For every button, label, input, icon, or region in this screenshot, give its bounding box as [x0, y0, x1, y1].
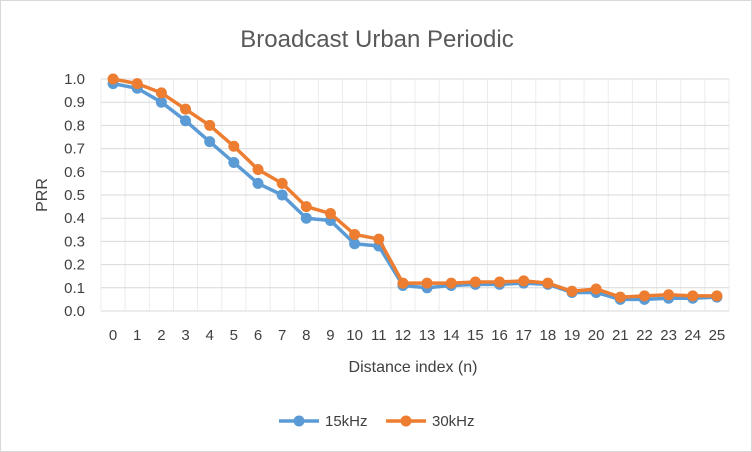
y-axis-ticks: 0.0 0.1 0.2 0.3 0.4 0.5 0.6 0.7 0.8 0.9 1.0 — [64, 71, 85, 320]
data-point-15khz — [349, 238, 361, 250]
x-tick-label: 15 — [467, 327, 484, 344]
x-tick-label: 16 — [491, 327, 508, 344]
data-point-30khz — [590, 283, 602, 295]
x-tick-label: 7 — [278, 327, 286, 344]
legend-item-30khz: 30kHz — [386, 413, 475, 430]
data-point-30khz — [373, 233, 385, 245]
x-tick-label: 9 — [326, 327, 334, 344]
grid-lines — [100, 78, 730, 312]
x-tick-label: 0 — [109, 327, 117, 344]
x-tick-label: 22 — [636, 327, 653, 344]
y-tick-label: 0.7 — [64, 141, 85, 158]
data-point-30khz — [155, 87, 167, 99]
data-point-30khz — [663, 289, 675, 301]
data-point-30khz — [349, 228, 361, 240]
x-tick-label: 1 — [133, 327, 141, 344]
data-point-15khz — [228, 157, 240, 169]
y-tick-label: 0.4 — [64, 210, 85, 227]
y-tick-label: 0.0 — [64, 303, 85, 320]
x-tick-label: 5 — [230, 327, 238, 344]
y-tick-label: 0.2 — [64, 257, 85, 274]
data-point-30khz — [614, 291, 626, 303]
y-tick-label: 0.5 — [64, 187, 85, 204]
x-tick-label: 20 — [588, 327, 605, 344]
legend-swatch-marker — [293, 415, 305, 427]
data-point-30khz — [711, 290, 723, 302]
data-point-15khz — [204, 136, 216, 148]
x-tick-label: 12 — [395, 327, 412, 344]
legend-label: 30kHz — [432, 413, 475, 430]
x-tick-label: 17 — [515, 327, 532, 344]
legend-label: 15kHz — [325, 413, 368, 430]
data-point-30khz — [687, 290, 699, 302]
data-point-30khz — [397, 277, 409, 289]
x-tick-label: 24 — [684, 327, 701, 344]
y-tick-label: 1.0 — [64, 71, 85, 88]
data-point-30khz — [228, 140, 240, 152]
data-point-30khz — [542, 277, 554, 289]
y-tick-label: 0.3 — [64, 233, 85, 250]
x-tick-label: 21 — [612, 327, 629, 344]
y-axis-label: PRR — [34, 178, 51, 212]
x-tick-label: 10 — [346, 327, 363, 344]
legend-item-15khz: 15kHz — [279, 413, 368, 430]
data-point-30khz — [324, 208, 336, 220]
x-tick-label: 6 — [254, 327, 262, 344]
data-point-15khz — [300, 212, 312, 224]
x-tick-label: 25 — [709, 327, 726, 344]
data-point-30khz — [300, 201, 312, 213]
x-tick-label: 8 — [302, 327, 310, 344]
data-point-15khz — [180, 115, 192, 127]
data-point-30khz — [469, 276, 481, 288]
legend: 15kHz 30kHz — [279, 413, 475, 430]
series-30khz — [107, 73, 723, 303]
data-point-15khz — [276, 189, 288, 201]
y-tick-label: 0.8 — [64, 117, 85, 134]
data-point-15khz — [252, 177, 264, 189]
data-point-30khz — [566, 285, 578, 297]
x-tick-label: 23 — [660, 327, 677, 344]
y-tick-label: 0.9 — [64, 94, 85, 111]
data-point-30khz — [180, 103, 192, 115]
data-point-15khz — [155, 96, 167, 108]
y-tick-label: 0.1 — [64, 280, 85, 297]
x-tick-label: 4 — [206, 327, 214, 344]
data-point-30khz — [107, 73, 119, 85]
x-tick-label: 18 — [540, 327, 557, 344]
x-axis-label: Distance index (n) — [349, 359, 478, 376]
x-tick-label: 13 — [419, 327, 436, 344]
data-point-30khz — [518, 275, 530, 287]
x-tick-label: 19 — [564, 327, 581, 344]
x-tick-label: 2 — [157, 327, 165, 344]
chart-title: Broadcast Urban Periodic — [240, 26, 513, 53]
data-point-30khz — [131, 78, 143, 90]
data-point-30khz — [638, 290, 650, 302]
series-lines — [107, 73, 723, 305]
data-point-30khz — [204, 119, 216, 131]
data-point-30khz — [276, 177, 288, 189]
x-tick-label: 3 — [181, 327, 189, 344]
data-point-30khz — [421, 277, 433, 289]
y-tick-label: 0.6 — [64, 164, 85, 181]
x-tick-label: 11 — [371, 327, 387, 344]
legend-swatch-marker — [400, 415, 412, 427]
data-point-30khz — [494, 276, 506, 288]
data-point-30khz — [252, 163, 264, 175]
x-axis-ticks: 0 1 2 3 4 5 6 7 8 9 10 11 12 13 14 15 16 17 18 19 20 21 22 23 24… — [109, 327, 725, 344]
x-tick-label: 14 — [443, 327, 460, 344]
data-point-30khz — [445, 277, 457, 289]
